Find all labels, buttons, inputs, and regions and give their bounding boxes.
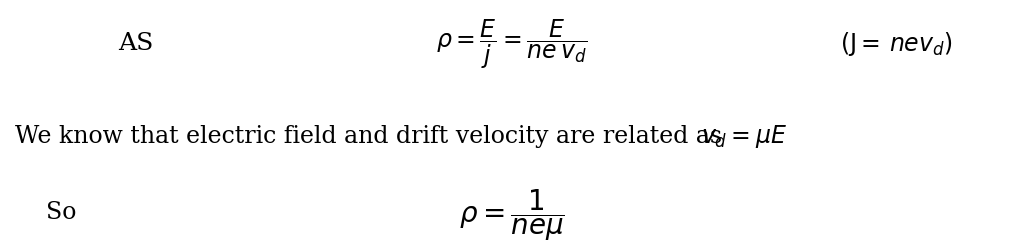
Text: We know that electric field and drift velocity are related as: We know that electric field and drift ve… xyxy=(15,125,723,148)
Text: $(\mathrm{J}{=}\,nev_d)$: $(\mathrm{J}{=}\,nev_d)$ xyxy=(840,30,952,58)
Text: AS: AS xyxy=(118,32,154,55)
Text: $v_d = \mu E$: $v_d = \mu E$ xyxy=(701,123,787,150)
Text: $\rho = \dfrac{E}{j} = \dfrac{E}{ne\,v_d}$: $\rho = \dfrac{E}{j} = \dfrac{E}{ne\,v_d… xyxy=(436,17,588,71)
Text: $\rho = \dfrac{1}{ne\mu}$: $\rho = \dfrac{1}{ne\mu}$ xyxy=(459,187,565,243)
Text: So: So xyxy=(46,201,77,224)
